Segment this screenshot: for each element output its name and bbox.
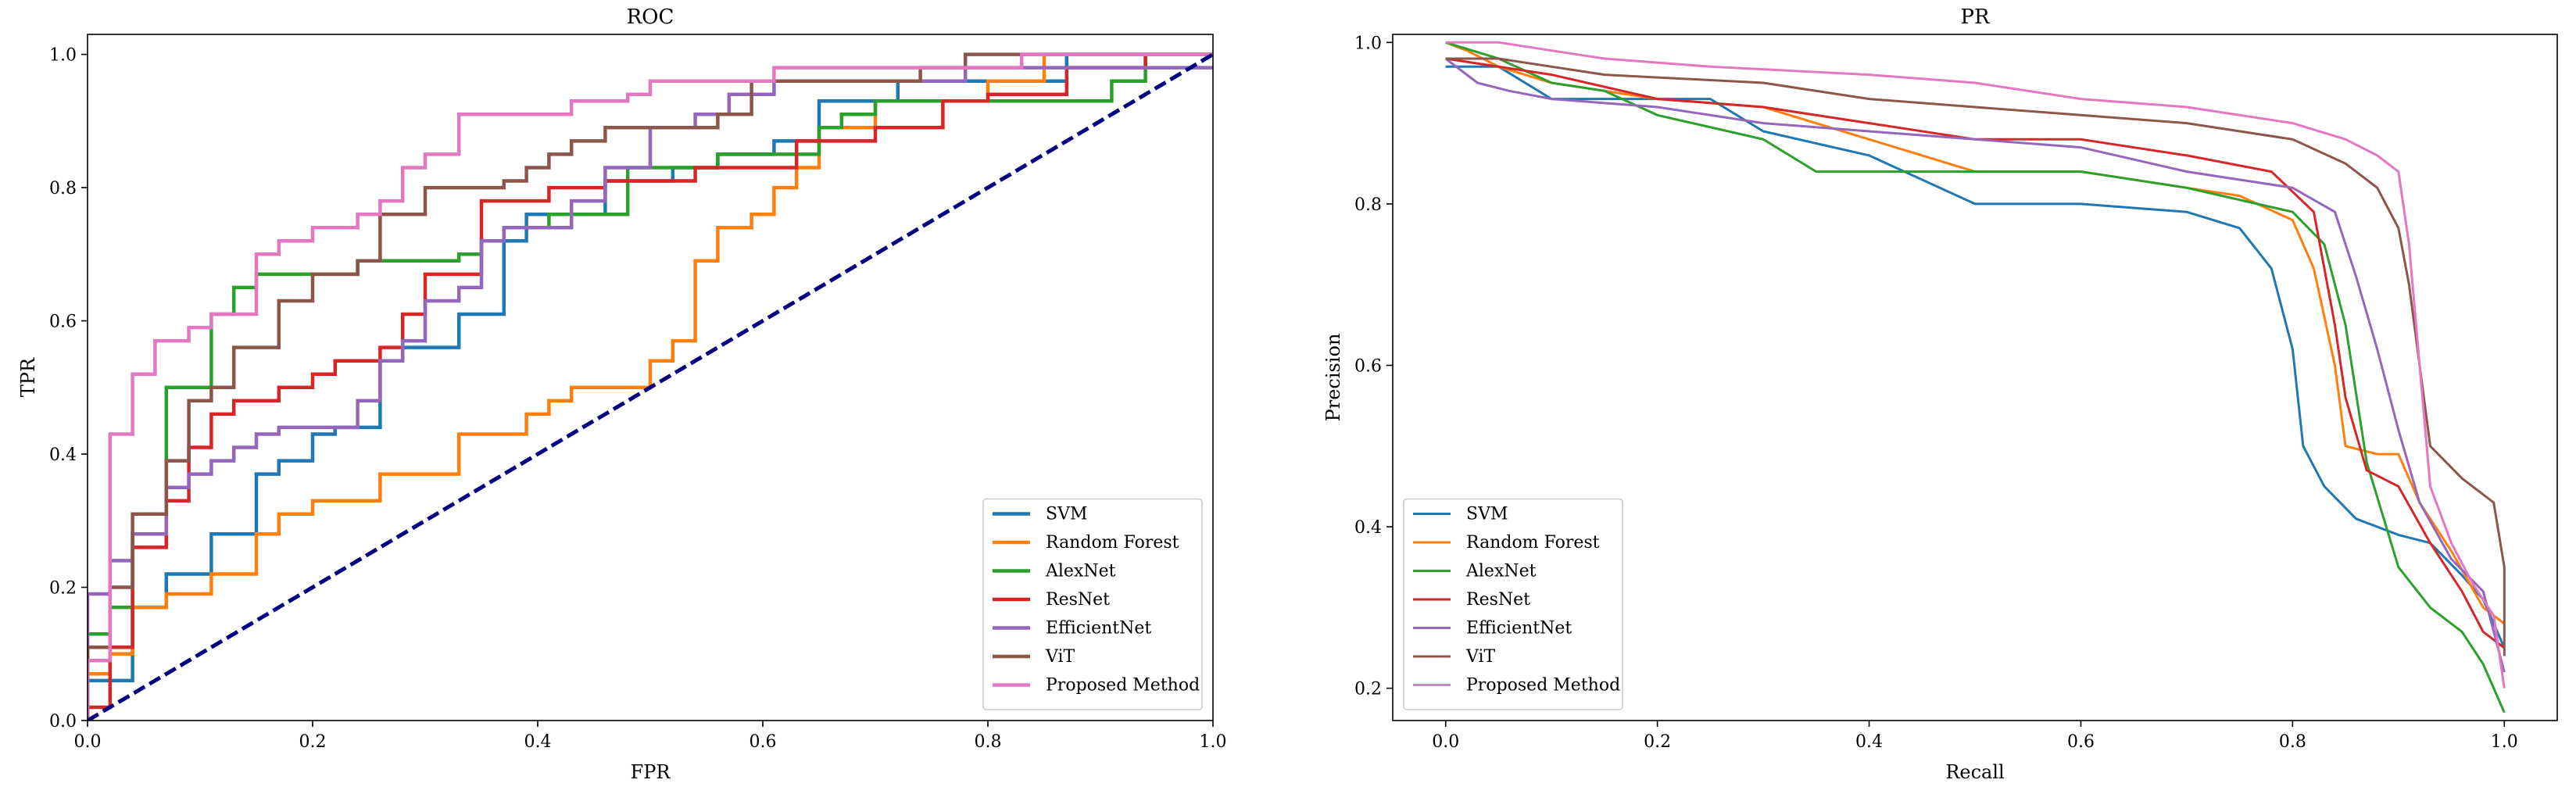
pr-chart: PR 0.0 0.2 0.4 0.6 0.8 1.0 0.2 0.4 0.6 0.8 1.0 Recal… (1322, 5, 2558, 783)
y-tick-label: 0.8 (1354, 195, 1382, 215)
x-tick-label: 0.6 (2067, 732, 2095, 752)
x-tick-label: 0.0 (74, 732, 102, 752)
x-tick-label: 1.0 (2491, 732, 2518, 752)
y-tick-label: 1.0 (1354, 34, 1382, 53)
series-line-proposed-method (88, 52, 1213, 721)
series-line-alexnet (1445, 41, 2506, 714)
series-line-proposed-method (1445, 41, 2506, 688)
series-line-efficientnet (1444, 57, 2506, 673)
y-tick-label: 0.8 (49, 179, 77, 198)
legend-label: AlexNet (1045, 562, 1116, 581)
x-axis-label: Recall (1945, 761, 2004, 783)
x-tick-label: 0.2 (299, 732, 327, 752)
legend-label: ViT (1045, 647, 1075, 667)
legend-label: Proposed Method (1466, 676, 1620, 696)
legend-label: ResNet (1046, 590, 1110, 610)
series-line-resnet (88, 52, 1213, 721)
y-tick-label: 0.4 (49, 445, 77, 465)
roc-chart: ROC 0.0 0.2 0.4 0.6 0.8 1.0 0.0 0.2 0.4 0.6 0.8 1.0 F… (17, 5, 1227, 783)
y-tick-label: 0.2 (49, 579, 77, 599)
legend-label: AlexNet (1465, 562, 1537, 581)
legend-label: ViT (1465, 647, 1496, 667)
y-tick-label: 0.2 (1354, 680, 1382, 699)
y-tick-label: 0.6 (49, 313, 77, 332)
legend: SVM Random Forest AlexNet ResNet EfficientNe… (982, 498, 1203, 710)
series-line-svm (88, 52, 1213, 721)
chance-diagonal-line (88, 52, 1213, 721)
x-tick-label: 0.8 (2279, 732, 2306, 752)
legend-label: EfficientNet (1466, 619, 1572, 638)
legend-label: Proposed Method (1046, 676, 1200, 696)
x-tick-label: 1.0 (1200, 732, 1227, 752)
chart-title: PR (1960, 5, 1990, 29)
legend-label: Random Forest (1046, 533, 1179, 553)
x-tick-label: 0.8 (975, 732, 1002, 752)
x-tick-label: 0.4 (1855, 732, 1883, 752)
legend: SVM Random Forest AlexNet ResNet EfficientNe… (1403, 498, 1623, 710)
x-tick-label: 0.6 (750, 732, 777, 752)
y-tick-label: 1.0 (49, 46, 77, 66)
legend-box (1403, 498, 1623, 710)
legend-box (982, 498, 1203, 710)
x-tick-label: 0.0 (1432, 732, 1459, 752)
axes-frame (1392, 34, 2558, 721)
y-tick-label: 0.6 (1354, 357, 1382, 377)
y-tick-label: 0.0 (49, 712, 77, 731)
x-tick-label: 0.2 (1644, 732, 1671, 752)
legend-label: SVM (1046, 505, 1088, 524)
chart-title: ROC (627, 5, 674, 29)
x-tick-label: 0.4 (524, 732, 552, 752)
series-line-efficientnet (88, 66, 1213, 721)
legend-label: ResNet (1466, 590, 1530, 610)
legend-label: EfficientNet (1046, 619, 1151, 638)
y-axis-label: TPR (17, 357, 39, 397)
legend-label: Random Forest (1466, 533, 1600, 553)
legend-label: SVM (1466, 505, 1508, 524)
y-axis-label: Precision (1322, 334, 1344, 422)
series-line-vit (1445, 57, 2506, 656)
x-axis-label: FPR (631, 761, 671, 783)
axes-frame (87, 34, 1214, 721)
series-line-resnet (1445, 57, 2506, 649)
y-tick-label: 0.4 (1354, 518, 1382, 538)
series-line-random-forest (88, 52, 1213, 721)
